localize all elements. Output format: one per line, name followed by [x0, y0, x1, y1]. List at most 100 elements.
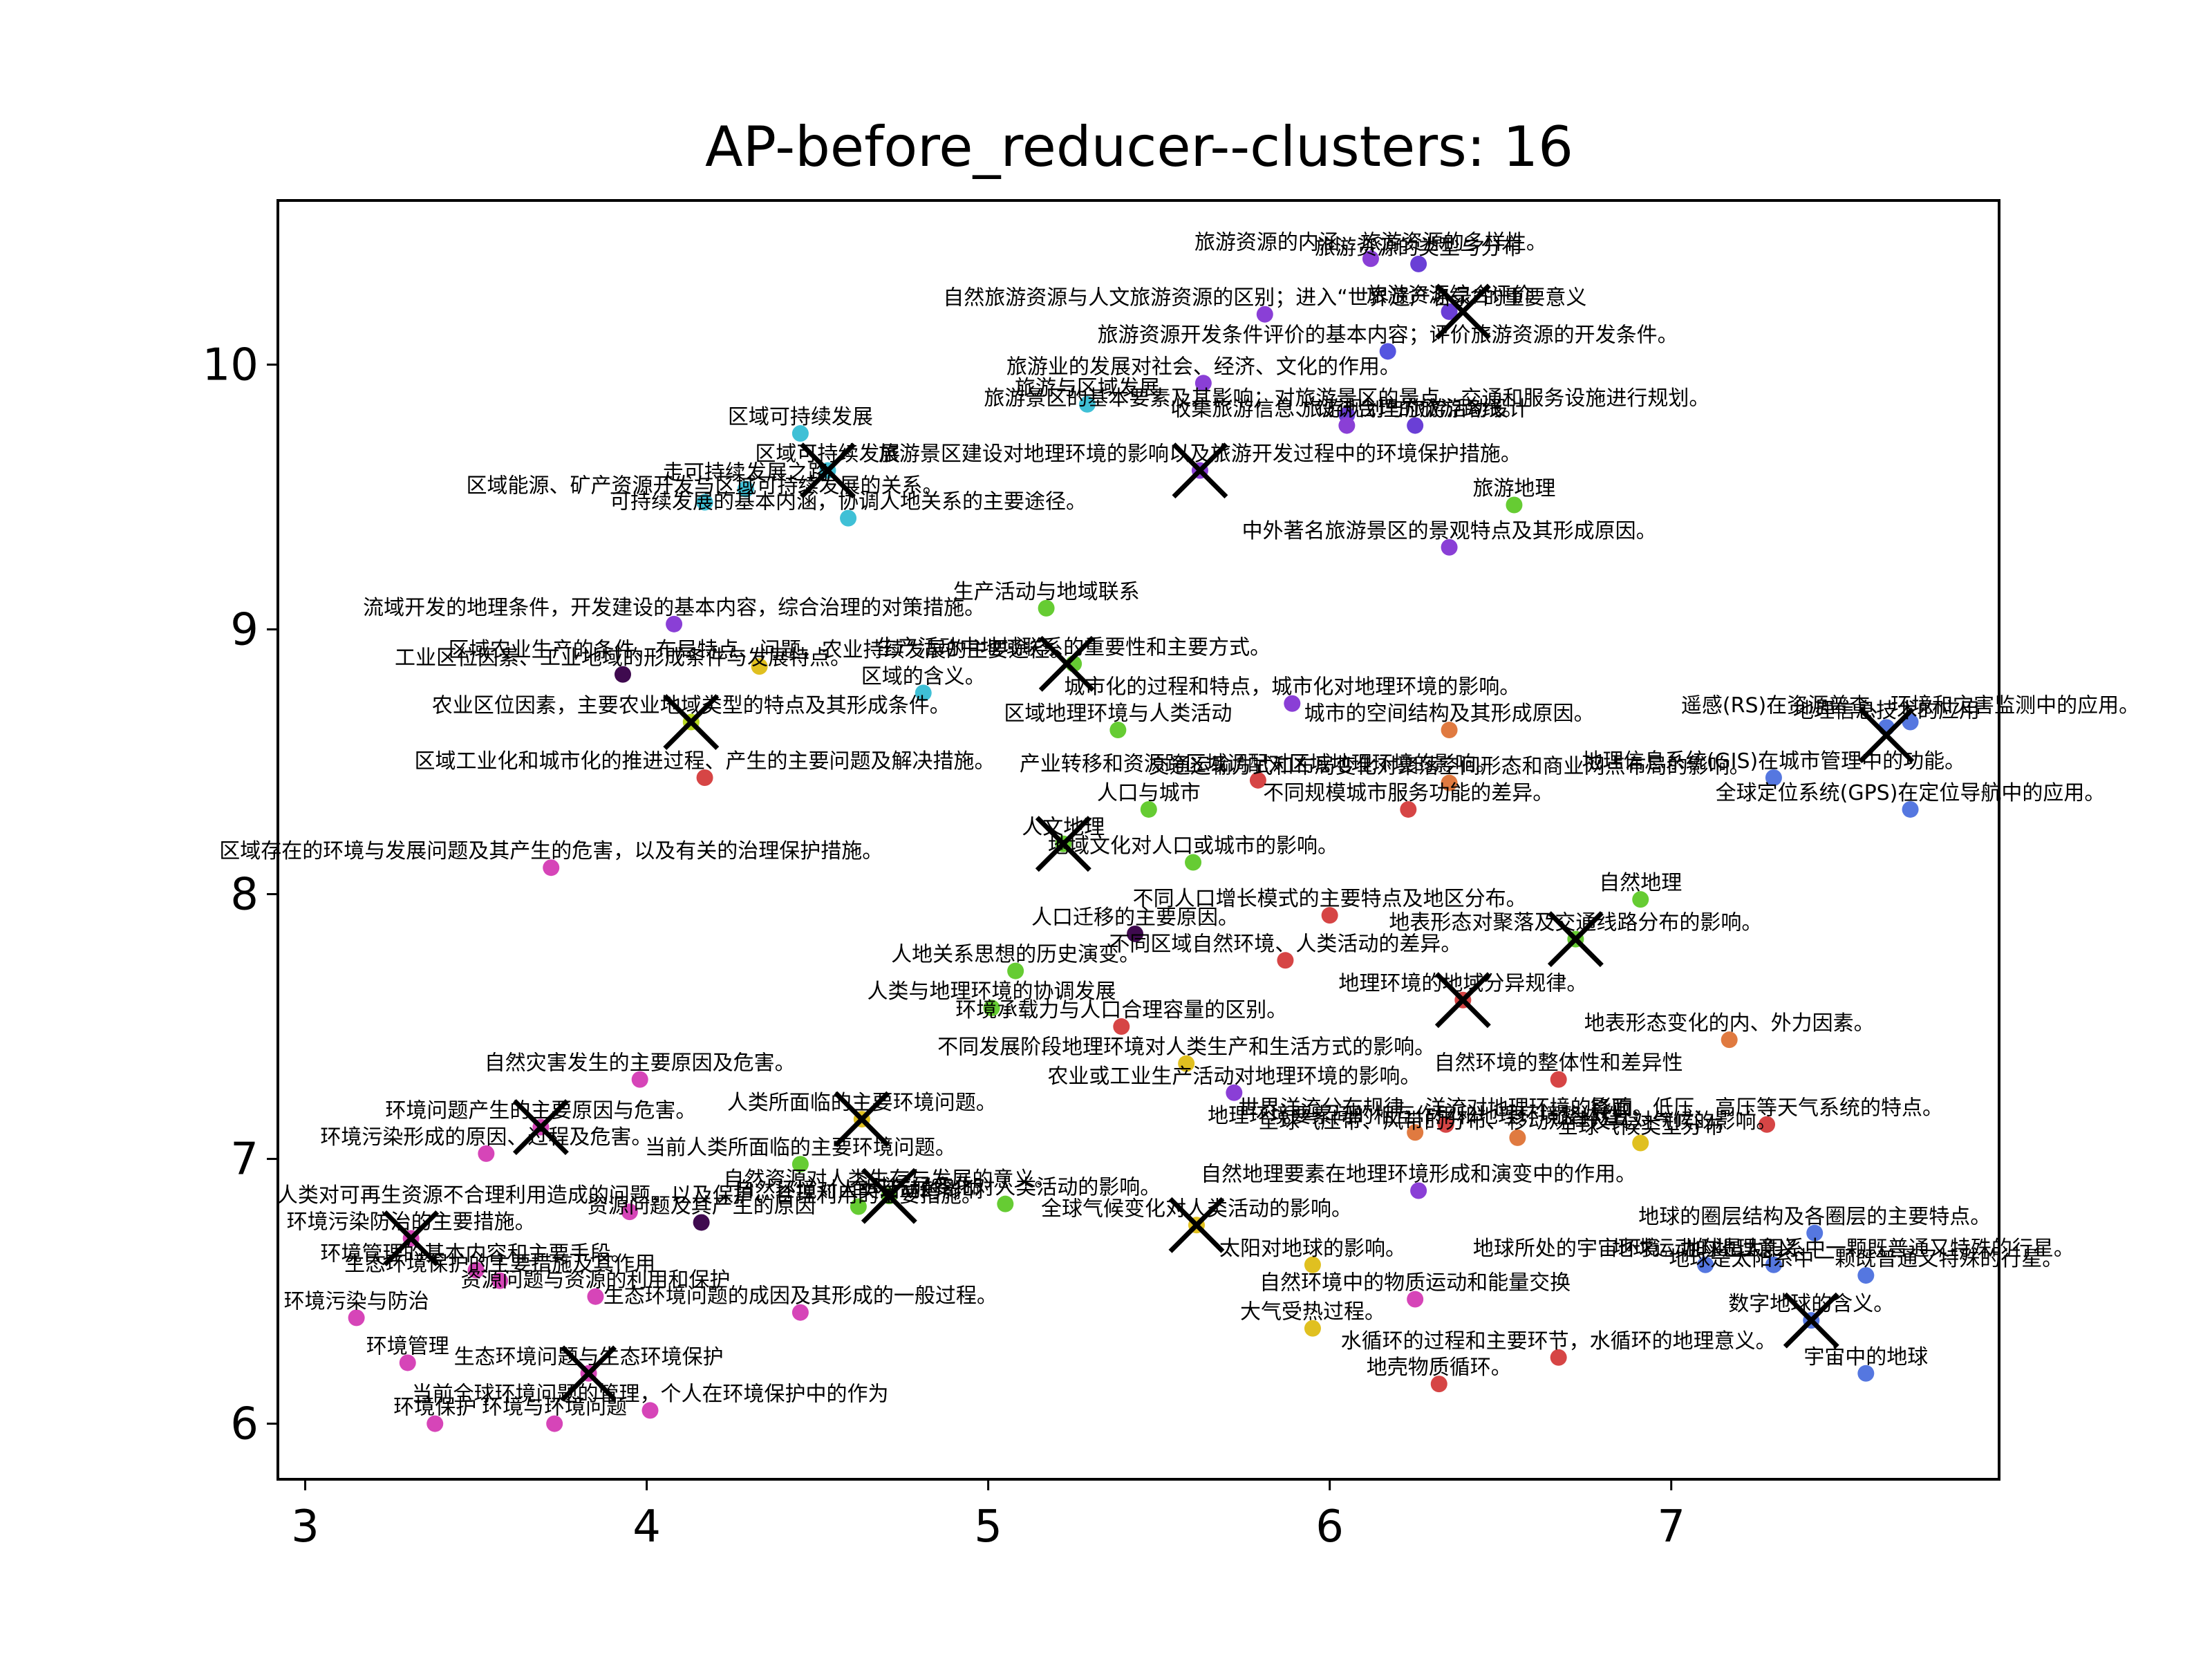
point-label: 生产活动与地域联系	[953, 580, 1140, 604]
data-point	[1407, 1124, 1424, 1141]
data-point	[1632, 1134, 1649, 1152]
data-point	[631, 1071, 648, 1088]
point-label: 区域能源、矿产资源开发与区域可持续发展的关系。	[467, 474, 944, 498]
data-point	[1857, 1267, 1875, 1284]
data-point	[850, 1198, 867, 1215]
point-label: 地理环境要素间的相互作用和地理环境整体性	[1208, 1104, 1622, 1128]
point-label: 环境问题产生的主要原因与危害。	[385, 1099, 696, 1123]
y-tick-label: 9	[230, 604, 259, 655]
point-label: 旅游业的发展对社会、经济、文化的作用。	[1006, 355, 1400, 379]
data-point	[1277, 952, 1294, 969]
data-point	[1407, 1291, 1424, 1308]
data-point	[546, 1415, 563, 1432]
cluster-centers	[383, 283, 1915, 1402]
data-point	[1441, 303, 1458, 320]
point-label: 城市的空间结构及其形成原因。	[1304, 702, 1595, 726]
data-point	[1759, 1116, 1776, 1133]
data-point	[983, 1000, 1000, 1017]
chart-title: AP-before_reducer--clusters: 16	[705, 115, 1573, 179]
point-label: 自然地理	[1599, 871, 1682, 895]
point-label: 自然环境对人类活动的影响	[734, 1178, 983, 1202]
data-point	[1321, 907, 1338, 924]
point-label: 宇宙中的地球	[1803, 1345, 1928, 1369]
point-label: 当前人类所面临的主要环境问题。	[645, 1136, 956, 1160]
point-label: 地球是太阳系中一颗既普通又特殊的行星。	[1669, 1247, 2063, 1271]
cluster-center-marker	[834, 1091, 890, 1147]
data-point	[666, 615, 683, 632]
point-label: 锋面、低压、高压等天气系统的特点。	[1591, 1096, 1943, 1121]
data-point	[399, 1354, 416, 1371]
point-label: 自然环境的整体性和差异性	[1434, 1051, 1683, 1076]
point-label: 流域开发的地理条件，开发建设的基本内容，综合治理的对策措施。	[363, 596, 985, 620]
point-label: 地表形态变化的内、外力因素。	[1584, 1011, 1875, 1035]
data-point	[1509, 1129, 1526, 1146]
point-label: 人口迁移的主要原因。	[1031, 906, 1239, 930]
data-point	[791, 1304, 809, 1321]
x-tick-label: 5	[974, 1501, 1002, 1553]
point-label: 地球所处的宇宙环境。地球是太阳系中一颗既普通又特殊的行星。	[1473, 1237, 2074, 1261]
y-axis: 6 7 8 9 10	[203, 339, 278, 1450]
x-tick-label: 7	[1657, 1501, 1685, 1553]
plot-frame	[276, 199, 2000, 1481]
data-point	[1226, 1084, 1243, 1101]
cluster-center-marker	[861, 1168, 917, 1224]
point-label: 农业区位因素，主要农业地域类型的特点及其形成条件。	[432, 694, 950, 718]
cluster-center-marker	[663, 694, 720, 751]
data-point	[1362, 250, 1379, 268]
point-label: 旅游资源的内涵、旅游资源的多样性。	[1194, 230, 1547, 254]
data-points	[348, 250, 1919, 1432]
data-point	[614, 666, 631, 683]
point-label: 农业或工业生产活动对地理环境的影响。	[1047, 1065, 1421, 1089]
data-point	[1185, 854, 1202, 871]
point-labels: 旅游资源的内涵、旅游资源的多样性。旅游资源的类型与分布自然旅游资源与人文旅游资源…	[219, 230, 2139, 1419]
cluster-center-marker	[561, 1345, 617, 1402]
point-label: 太阳对地球的影响。	[1219, 1237, 1406, 1261]
data-point	[1113, 1018, 1130, 1035]
data-point	[491, 1272, 509, 1289]
point-label: 地球的圈层结构及各圈层的主要特点。	[1638, 1205, 1991, 1229]
point-label: 走可持续发展之路	[663, 460, 829, 485]
data-point	[1338, 417, 1356, 434]
data-point	[997, 1195, 1014, 1212]
point-label: 当前全球环境问题的管理，个人在环境保护中的作为	[412, 1382, 889, 1406]
data-point	[791, 1156, 809, 1173]
point-label: 资源问题及其产生的原因	[588, 1194, 816, 1218]
data-point	[1437, 1116, 1454, 1133]
point-label: 自然灾害发生的主要原因及危害。	[485, 1051, 796, 1076]
point-label: 全球气候变化对人类活动的影响。	[850, 1176, 1161, 1200]
data-point	[641, 1402, 659, 1419]
data-point	[1249, 771, 1266, 789]
point-label: 人类对可再生资源不合理利用造成的问题，以及保护、合理利用的主要措施。	[277, 1183, 982, 1208]
point-label: 全球气候变化对人类活动的影响。	[1041, 1197, 1352, 1221]
point-label: 地壳物质循环。	[1367, 1356, 1512, 1380]
point-label: 生态环境问题与生态环境保护	[454, 1345, 724, 1369]
data-point	[1902, 800, 1919, 818]
data-point	[751, 658, 768, 675]
point-label: 水循环的过程和主要环节，水循环的地理意义。	[1341, 1329, 1777, 1353]
point-label: 地表形态对聚落及交通线路分布的影响。	[1389, 911, 1762, 935]
data-point	[478, 1145, 495, 1162]
data-point	[1550, 1349, 1567, 1366]
point-label: 自然环境中的物质运动和能量交换	[1259, 1271, 1571, 1295]
point-label: 地理信息技术的应用	[1793, 699, 1980, 723]
cluster-center-marker	[1434, 972, 1491, 1029]
point-label: 旅游资源的类型与分布	[1315, 236, 1522, 260]
point-label: 人类与地理环境的协调发展	[868, 980, 1116, 1004]
point-label: 旅游资源开发条件评价的基本内容；评价旅游资源的开发条件。	[1098, 323, 1678, 347]
data-point	[693, 1214, 710, 1231]
data-point	[1078, 395, 1096, 413]
point-label: 收集旅游信息、设计合理的旅游路线。	[1170, 397, 1523, 422]
data-point	[1140, 800, 1157, 818]
point-label: 人类所面临的主要环境问题。	[727, 1091, 997, 1115]
point-label: 旅游景区建设对地理环境的影响以及旅游开发过程中的环境保护措施。	[879, 442, 1521, 467]
point-label: 自然资源对人类生存与发展的意义。	[723, 1168, 1055, 1192]
cluster-center-marker	[1858, 707, 1915, 764]
point-label: 区域可持续发展	[728, 405, 873, 429]
cluster-center-marker	[1038, 635, 1095, 692]
data-point	[427, 1415, 444, 1432]
data-point	[1806, 1224, 1824, 1241]
point-label: 区域的含义。	[861, 664, 986, 688]
cluster-center-marker	[799, 442, 856, 499]
data-point	[1109, 722, 1127, 739]
